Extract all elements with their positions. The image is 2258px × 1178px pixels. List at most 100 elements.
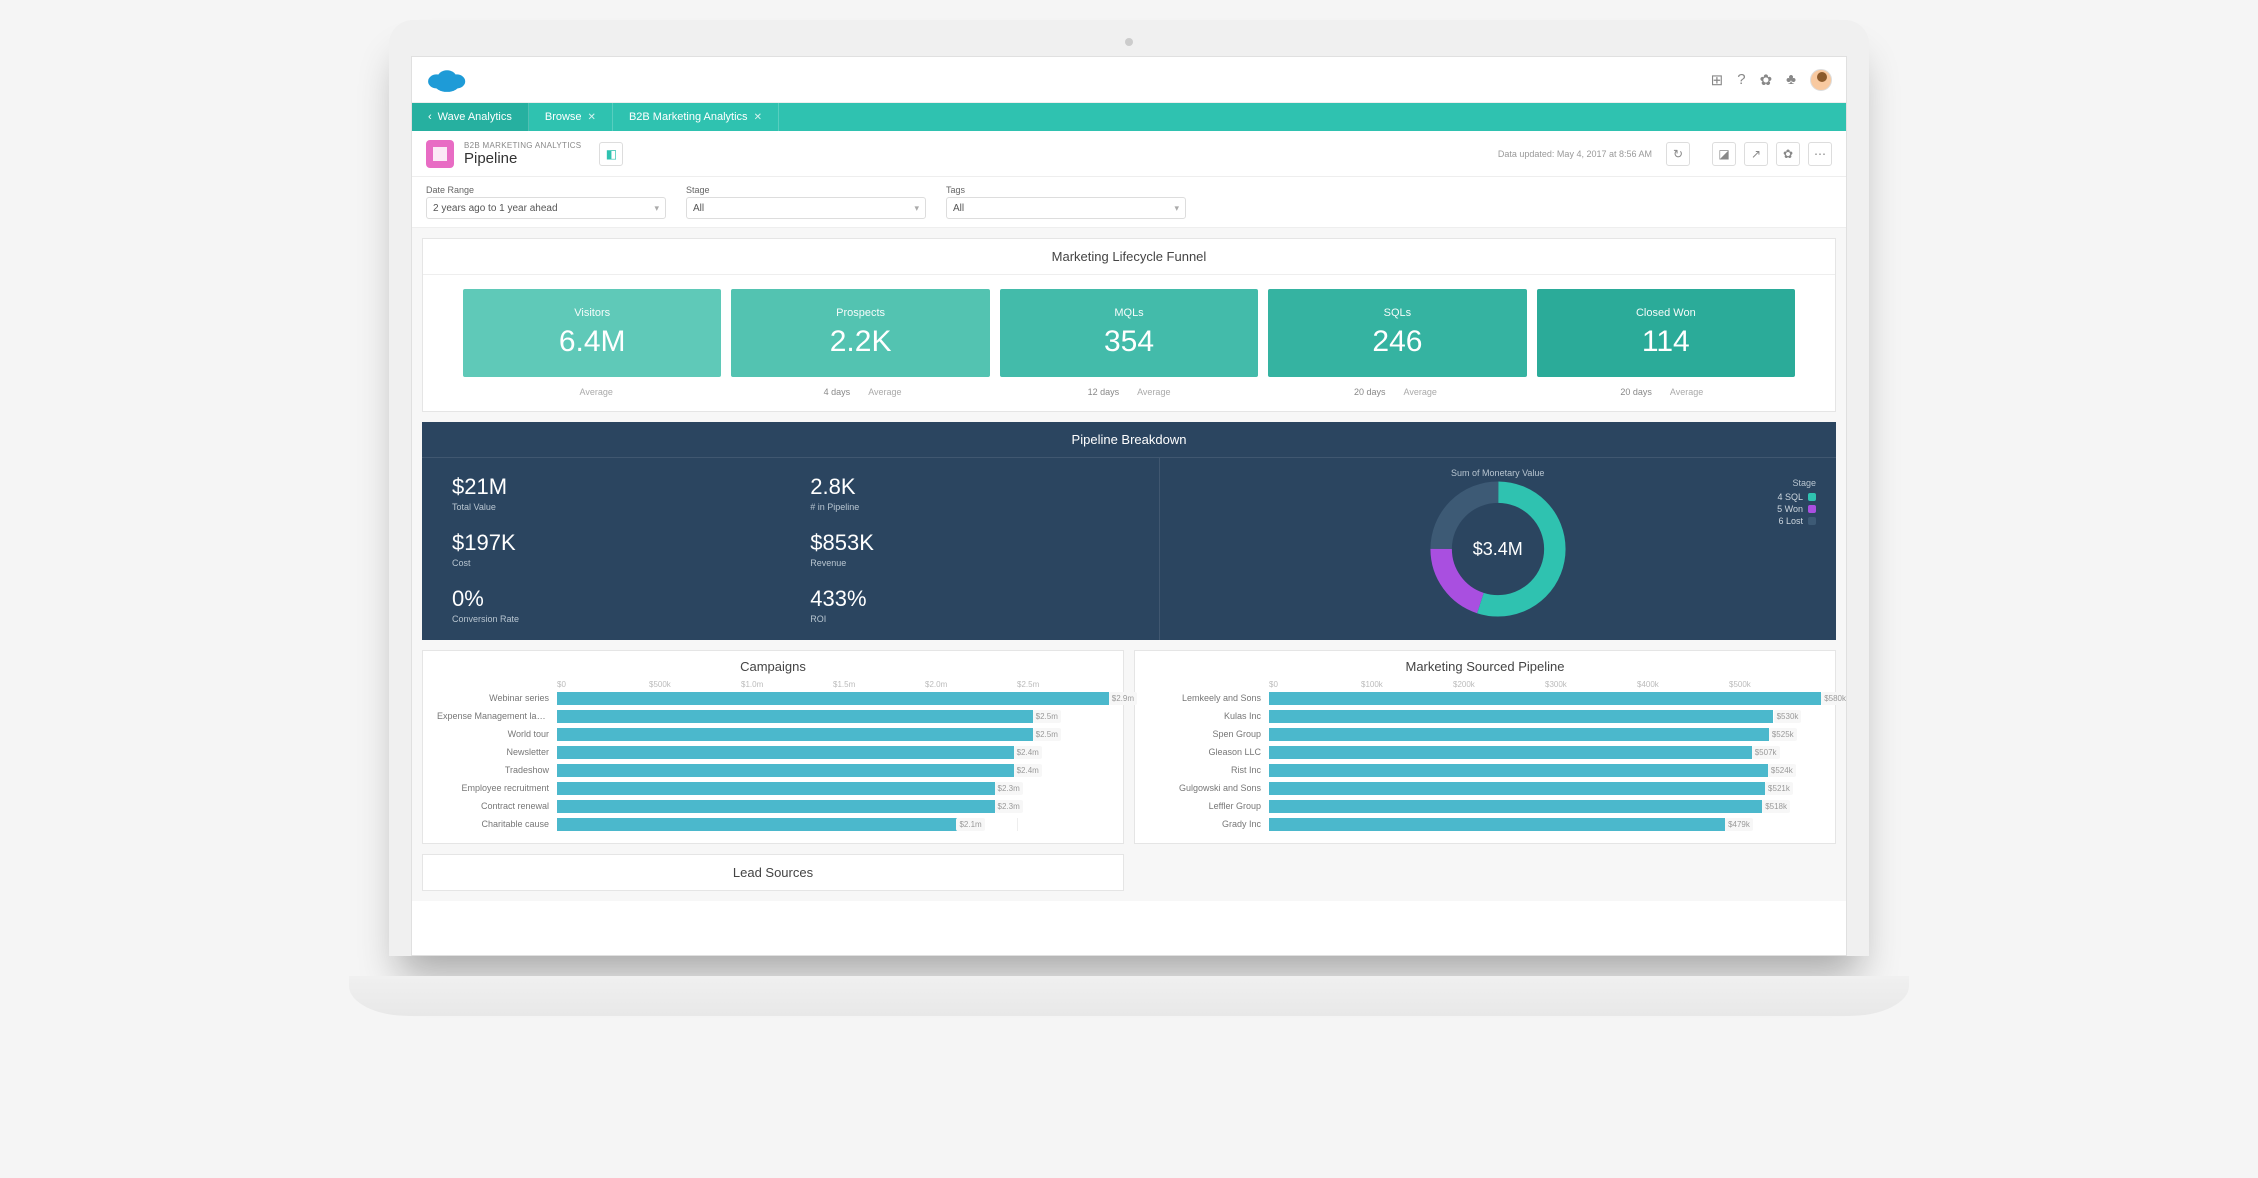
filter-select-tags[interactable]: All ▾	[946, 197, 1186, 219]
funnel-avg-segment: 20 daysAverage	[1529, 387, 1795, 397]
bar-row[interactable]: Employee recruitment$2.3m	[437, 779, 1109, 797]
chevron-down-icon: ▾	[914, 203, 919, 214]
funnel-avg-label: Average	[1670, 387, 1703, 397]
bar-row[interactable]: Tradeshow$2.4m	[437, 761, 1109, 779]
bar-row[interactable]: Kulas Inc$530k	[1149, 707, 1821, 725]
filter-select-stage[interactable]: All ▾	[686, 197, 926, 219]
laptop-frame: ⊞ ? ✿ ♣ ‹ Wave Analytics Browse ✕ B2B Ma…	[389, 20, 1869, 956]
nav-tabs: ‹ Wave Analytics Browse ✕ B2B Marketing …	[412, 103, 1846, 131]
bar-fill: $2.5m	[557, 728, 1033, 741]
header-icons: ⊞ ? ✿ ♣	[1711, 69, 1832, 91]
bar-label: Grady Inc	[1149, 819, 1269, 829]
nav-tab-browse[interactable]: Browse ✕	[529, 103, 613, 131]
bar-track: $518k	[1269, 800, 1821, 813]
bar-fill: $580k	[1269, 692, 1821, 705]
app-header: ⊞ ? ✿ ♣	[412, 57, 1846, 103]
filter-date: Date Range 2 years ago to 1 year ahead ▾	[426, 185, 666, 219]
legend-label: 4 SQL	[1777, 492, 1803, 502]
bar-fill: $2.9m	[557, 692, 1109, 705]
bar-value: $2.3m	[995, 782, 1023, 795]
bookmark-button[interactable]: ◪	[1712, 142, 1736, 166]
campaigns-card: Campaigns $0$500k$1.0m$1.5m$2.0m$2.5mWeb…	[422, 650, 1124, 844]
bar-row[interactable]: Spen Group$525k	[1149, 725, 1821, 743]
bar-value: $507k	[1752, 746, 1780, 759]
bar-row[interactable]: Webinar series$2.9m	[437, 689, 1109, 707]
bar-fill: $525k	[1269, 728, 1769, 741]
funnel-avg-label: Average	[580, 387, 613, 397]
funnel-tile[interactable]: MQLs354	[1000, 289, 1258, 377]
bar-label: Expense Management launch	[437, 711, 557, 721]
apps-icon[interactable]: ⊞	[1711, 71, 1724, 89]
bar-track: $2.5m	[557, 710, 1109, 723]
laptop-base	[349, 976, 1909, 1016]
metric-value: $21M	[452, 474, 770, 500]
bar-row[interactable]: Newsletter$2.4m	[437, 743, 1109, 761]
bar-label: World tour	[437, 729, 557, 739]
page-title: Pipeline	[464, 150, 581, 167]
bar-row[interactable]: Gleason LLC$507k	[1149, 743, 1821, 761]
share-button[interactable]: ↗	[1744, 142, 1768, 166]
refresh-button[interactable]: ↻	[1666, 142, 1690, 166]
bar-fill: $2.4m	[557, 764, 1014, 777]
bar-row[interactable]: Leffler Group$518k	[1149, 797, 1821, 815]
more-button[interactable]: ⋯	[1808, 142, 1832, 166]
back-icon: ‹	[428, 111, 432, 123]
breakdown-card: Pipeline Breakdown $21MTotal Value2.8K# …	[422, 422, 1836, 640]
help-icon[interactable]: ?	[1737, 71, 1745, 88]
breakdown-body: $21MTotal Value2.8K# in Pipeline$197KCos…	[422, 458, 1836, 640]
breakdown-metric: $21MTotal Value	[452, 474, 770, 512]
bar-value: $2.5m	[1033, 728, 1061, 741]
salesforce-logo	[426, 66, 468, 94]
settings-icon[interactable]: ✿	[1760, 71, 1773, 89]
nav-home[interactable]: ‹ Wave Analytics	[412, 103, 529, 131]
pin-button[interactable]: ◧	[599, 142, 623, 166]
notifications-icon[interactable]: ♣	[1786, 71, 1796, 88]
close-icon[interactable]: ✕	[588, 112, 596, 123]
funnel-tile-label: MQLs	[1114, 307, 1143, 319]
bar-row[interactable]: Lemkeely and Sons$580k	[1149, 689, 1821, 707]
metric-value: $853K	[810, 530, 1128, 556]
bar-fill: $2.3m	[557, 800, 995, 813]
bar-row[interactable]: Expense Management launch$2.5m	[437, 707, 1109, 725]
bar-row[interactable]: Charitable cause$2.1m	[437, 815, 1109, 833]
legend-swatch	[1808, 505, 1816, 513]
close-icon[interactable]: ✕	[754, 112, 762, 123]
nav-tab-b2b[interactable]: B2B Marketing Analytics ✕	[613, 103, 779, 131]
bar-label: Tradeshow	[437, 765, 557, 775]
chevron-down-icon: ▾	[1174, 203, 1179, 214]
funnel-tile[interactable]: Visitors6.4M	[463, 289, 721, 377]
gear-button[interactable]: ✿	[1776, 142, 1800, 166]
filter-value: 2 years ago to 1 year ahead	[433, 203, 558, 214]
funnel-tile-value: 246	[1372, 325, 1422, 359]
filter-select-date[interactable]: 2 years ago to 1 year ahead ▾	[426, 197, 666, 219]
bar-track: $2.4m	[557, 746, 1109, 759]
bar-row[interactable]: Rist Inc$524k	[1149, 761, 1821, 779]
donut-legend: Stage 4 SQL5 Won6 Lost	[1777, 478, 1816, 528]
chevron-down-icon: ▾	[654, 203, 659, 214]
funnel-title: Marketing Lifecycle Funnel	[423, 239, 1835, 275]
filter-tags: Tags All ▾	[946, 185, 1186, 219]
campaigns-chart: $0$500k$1.0m$1.5m$2.0m$2.5mWebinar serie…	[423, 676, 1123, 843]
bar-row[interactable]: World tour$2.5m	[437, 725, 1109, 743]
bar-fill: $2.3m	[557, 782, 995, 795]
funnel-duration: 20 days	[1354, 387, 1386, 397]
avatar[interactable]	[1810, 69, 1832, 91]
funnel-tile-value: 114	[1642, 325, 1690, 359]
legend-swatch	[1808, 493, 1816, 501]
dashboard-body: Marketing Lifecycle Funnel Visitors6.4MP…	[412, 228, 1846, 901]
funnel-tile-label: Visitors	[574, 307, 610, 319]
lead-sources-card: Lead Sources	[422, 854, 1124, 891]
bar-row[interactable]: Contract renewal$2.3m	[437, 797, 1109, 815]
funnel-tile[interactable]: Closed Won114	[1537, 289, 1795, 377]
bar-label: Leffler Group	[1149, 801, 1269, 811]
funnel-avg-segment: 12 daysAverage	[996, 387, 1262, 397]
bar-row[interactable]: Grady Inc$479k	[1149, 815, 1821, 833]
bar-axis: $0$100k$200k$300k$400k$500k	[1269, 680, 1821, 689]
funnel-tile[interactable]: SQLs246	[1268, 289, 1526, 377]
metric-label: Cost	[452, 558, 770, 568]
funnel-avg-label: Average	[1404, 387, 1437, 397]
bar-row[interactable]: Gulgowski and Sons$521k	[1149, 779, 1821, 797]
nav-home-label: Wave Analytics	[438, 111, 512, 123]
funnel-tile[interactable]: Prospects2.2K	[731, 289, 989, 377]
bar-label: Gulgowski and Sons	[1149, 783, 1269, 793]
